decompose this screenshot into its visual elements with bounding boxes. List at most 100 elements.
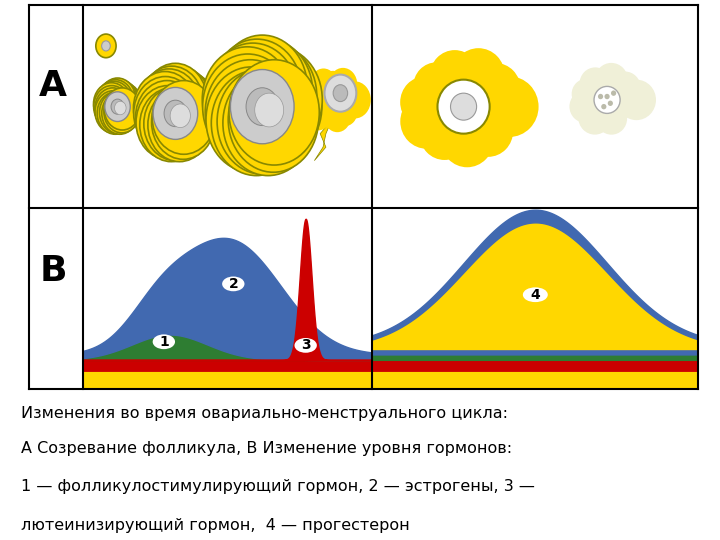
Circle shape xyxy=(595,102,627,134)
Circle shape xyxy=(321,71,345,99)
Circle shape xyxy=(217,69,307,174)
Circle shape xyxy=(114,102,126,115)
Circle shape xyxy=(295,339,316,352)
Circle shape xyxy=(96,34,116,58)
Circle shape xyxy=(104,88,140,130)
Circle shape xyxy=(217,35,307,140)
Circle shape xyxy=(304,97,333,130)
Circle shape xyxy=(153,87,198,139)
Circle shape xyxy=(325,75,356,112)
Text: лютеинизирующий гормон,  4 — прогестерон: лютеинизирующий гормон, 4 — прогестерон xyxy=(22,518,410,533)
Circle shape xyxy=(154,77,217,150)
Circle shape xyxy=(480,76,539,137)
Circle shape xyxy=(211,70,302,176)
Circle shape xyxy=(332,97,358,126)
Circle shape xyxy=(94,83,130,125)
Circle shape xyxy=(154,71,217,145)
Circle shape xyxy=(324,100,351,132)
Circle shape xyxy=(246,87,279,125)
Circle shape xyxy=(140,66,203,140)
Circle shape xyxy=(609,71,641,104)
Circle shape xyxy=(611,90,616,96)
Circle shape xyxy=(608,100,613,106)
Circle shape xyxy=(317,101,339,127)
Circle shape xyxy=(96,81,132,123)
Circle shape xyxy=(103,81,140,123)
Circle shape xyxy=(255,93,284,127)
Circle shape xyxy=(400,76,450,128)
Circle shape xyxy=(202,54,293,159)
Circle shape xyxy=(430,50,480,102)
Circle shape xyxy=(144,63,207,137)
Circle shape xyxy=(222,39,312,144)
Circle shape xyxy=(148,66,211,140)
Circle shape xyxy=(227,43,317,148)
Circle shape xyxy=(150,69,214,143)
Circle shape xyxy=(202,47,292,152)
Circle shape xyxy=(136,86,199,159)
Circle shape xyxy=(95,91,131,133)
Circle shape xyxy=(206,67,297,172)
Circle shape xyxy=(572,79,601,109)
Circle shape xyxy=(94,85,130,127)
Circle shape xyxy=(578,100,611,134)
Circle shape xyxy=(138,69,200,143)
Circle shape xyxy=(212,39,302,144)
Circle shape xyxy=(140,88,203,161)
Circle shape xyxy=(438,79,490,133)
Text: А: А xyxy=(39,70,67,103)
Circle shape xyxy=(229,60,319,165)
Circle shape xyxy=(152,86,215,159)
Circle shape xyxy=(105,92,130,122)
Circle shape xyxy=(413,62,460,111)
Circle shape xyxy=(102,41,110,51)
Circle shape xyxy=(452,48,505,103)
Circle shape xyxy=(99,78,135,120)
Circle shape xyxy=(605,94,610,99)
Circle shape xyxy=(301,83,326,112)
Circle shape xyxy=(152,80,215,154)
Circle shape xyxy=(570,90,600,123)
Circle shape xyxy=(97,92,133,134)
Text: В: В xyxy=(40,254,67,288)
Circle shape xyxy=(102,79,138,122)
Circle shape xyxy=(232,47,323,152)
Circle shape xyxy=(223,70,313,176)
Circle shape xyxy=(420,109,469,160)
Circle shape xyxy=(598,94,603,99)
Circle shape xyxy=(441,113,494,167)
Circle shape xyxy=(97,79,133,122)
Circle shape xyxy=(102,92,138,134)
Circle shape xyxy=(228,67,318,172)
Text: 2: 2 xyxy=(228,277,238,291)
Circle shape xyxy=(232,54,322,159)
Text: 1: 1 xyxy=(159,335,168,349)
Text: 1 — фолликулостимулирующий гормон, 2 — эстрогены, 3 —: 1 — фолликулостимулирующий гормон, 2 — э… xyxy=(22,479,535,494)
Circle shape xyxy=(148,88,211,161)
Circle shape xyxy=(335,80,357,106)
Circle shape xyxy=(134,77,197,150)
Circle shape xyxy=(153,335,174,348)
Circle shape xyxy=(208,43,298,148)
Circle shape xyxy=(105,85,141,127)
Circle shape xyxy=(595,63,628,97)
Circle shape xyxy=(170,104,190,127)
Circle shape xyxy=(105,83,142,125)
Circle shape xyxy=(524,288,546,301)
Circle shape xyxy=(617,79,656,120)
Text: 3: 3 xyxy=(301,339,310,353)
Circle shape xyxy=(339,82,371,118)
Circle shape xyxy=(135,80,199,154)
Circle shape xyxy=(328,68,357,102)
Circle shape xyxy=(580,68,611,100)
Circle shape xyxy=(223,278,243,290)
Text: Изменения во время овариально-менструального цикла:: Изменения во время овариально-менструаль… xyxy=(22,406,508,421)
Circle shape xyxy=(463,105,513,157)
Circle shape xyxy=(95,88,131,130)
Circle shape xyxy=(104,91,140,133)
Text: А Созревание фолликула, В Изменение уровня гормонов:: А Созревание фолликула, В Изменение уров… xyxy=(22,441,513,456)
Text: 4: 4 xyxy=(531,288,540,302)
Circle shape xyxy=(230,70,294,144)
Circle shape xyxy=(594,86,620,113)
Circle shape xyxy=(310,69,337,100)
